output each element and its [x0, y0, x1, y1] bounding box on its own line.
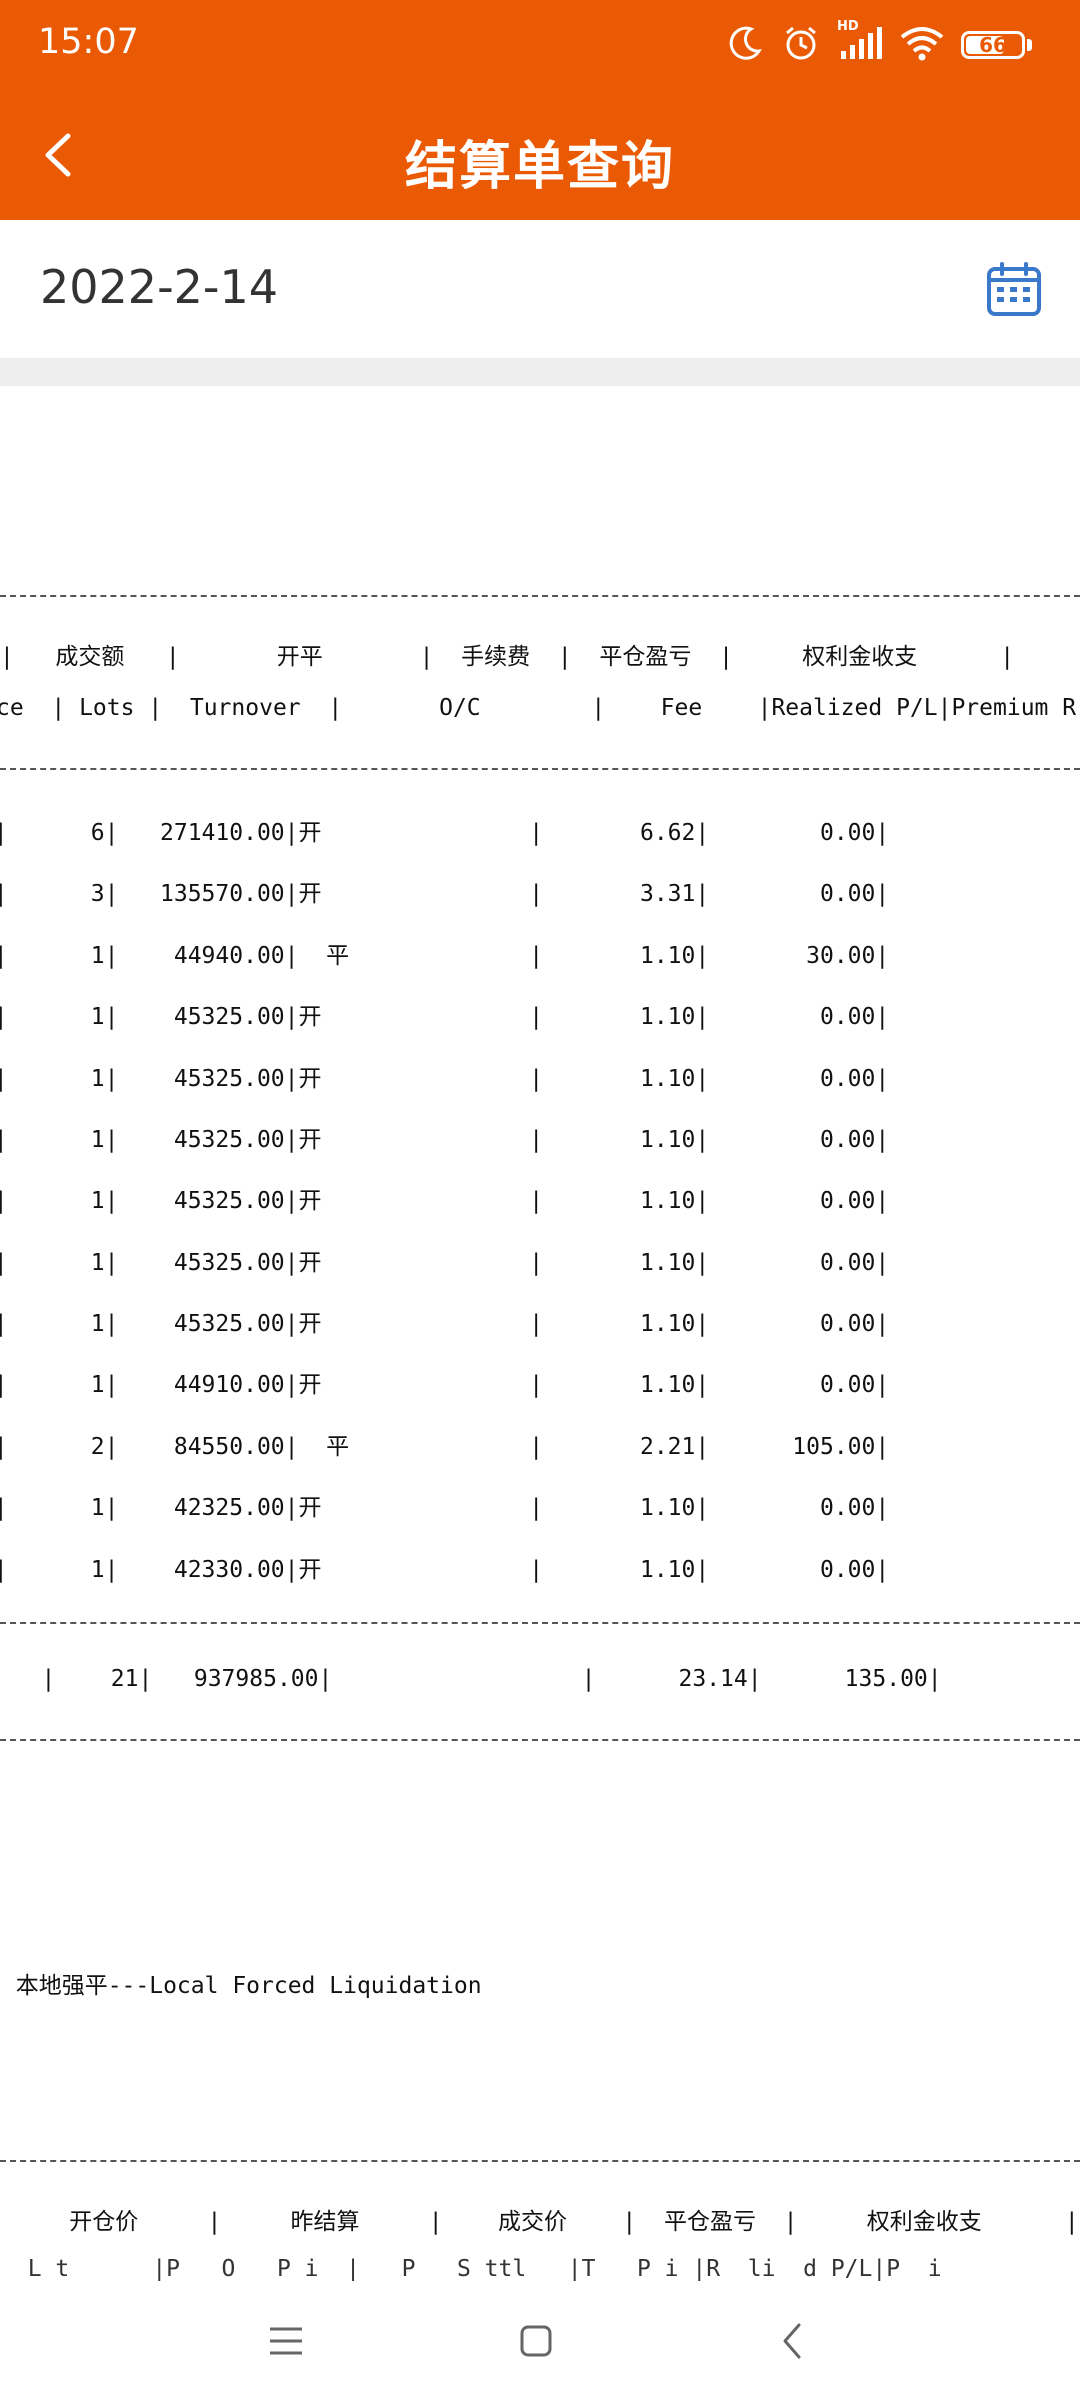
report-header2-cn: 开仓价 | 昨结算 | 成交价 | 平仓盈亏 | 权利金收支 | [0, 2209, 1079, 2235]
report-header-cn: | 成交额 | 开平 | 手续费 | 平仓盈亏 | 权利金收支 | [0, 644, 1015, 670]
back-icon [783, 2323, 801, 2359]
report-note: n 本地强平---Local Forced Liquidation [0, 1973, 482, 1999]
report-divider [0, 768, 1080, 770]
report-row: 0| 1| 44940.00| 平 | 1.10| 30.00| [0, 943, 890, 969]
status-bar: 15:07 HD 66 [0, 0, 1080, 90]
report-row: 0| 1| 44910.00|开 | 1.10| 0.00| [0, 1372, 890, 1398]
hd-label: HD [837, 19, 859, 34]
back-arrow-icon [45, 133, 71, 177]
report-total-row: | 21| 937985.00| | 23.14| 135.00| [0, 1666, 942, 1692]
report-row: 0| 1| 45325.00|开 | 1.10| 0.00| [0, 1250, 890, 1276]
report-row: 0| 1| 45325.00|开 | 1.10| 0.00| [0, 1127, 890, 1153]
battery-icon: 66 [961, 31, 1025, 59]
report-divider [0, 2160, 1080, 2162]
settlement-report[interactable]: | 成交额 | 开平 | 手续费 | 平仓盈亏 | 权利金收支 | ce | L… [0, 386, 1080, 2281]
report-row: 0| 3| 135570.00|开 | 3.31| 0.00| [0, 881, 890, 907]
nav-back-button[interactable] [762, 2311, 822, 2371]
home-button[interactable] [506, 2311, 566, 2371]
selected-date[interactable]: 2022-2-14 [40, 260, 279, 314]
system-nav-bar [0, 2281, 1080, 2400]
status-icons: HD 66 [725, 19, 1032, 70]
report-row: 0| 1| 42330.00|开 | 1.10| 0.00| [0, 1557, 890, 1583]
report-row: 0| 2| 84550.00| 平 | 2.21| 105.00| [0, 1434, 890, 1460]
back-button[interactable] [18, 115, 98, 195]
report-row: 0| 1| 42325.00|开 | 1.10| 0.00| [0, 1495, 890, 1521]
moon-icon [725, 23, 765, 67]
calendar-icon [987, 262, 1041, 316]
alarm-icon [781, 23, 821, 67]
report-header-en: ce | Lots | Turnover | O/C | Fee |Realiz… [0, 695, 1077, 721]
calendar-button[interactable] [984, 260, 1044, 320]
report-header2-en: L t |P O P i | P S ttl |T P i |R li d P/… [0, 2256, 942, 2281]
report-row: 0| 1| 45325.00|开 | 1.10| 0.00| [0, 1311, 890, 1337]
date-selector[interactable]: 2022-2-14 [0, 220, 1080, 358]
page-title: 结算单查询 [404, 137, 675, 197]
menu-button[interactable] [256, 2311, 316, 2371]
section-divider [0, 358, 1080, 386]
report-divider [0, 595, 1080, 597]
battery-level: 66 [979, 33, 1007, 57]
report-row: 0| 1| 45325.00|开 | 1.10| 0.00| [0, 1004, 890, 1030]
signal-icon: HD [837, 19, 883, 67]
menu-icon [270, 2327, 302, 2355]
report-row: 0| 1| 45325.00|开 | 1.10| 0.00| [0, 1188, 890, 1214]
report-divider [0, 1739, 1080, 1741]
status-time: 15:07 [38, 22, 139, 62]
report-row: 0| 6| 271410.00|开 | 6.62| 0.00| [0, 820, 890, 846]
report-row: 0| 1| 45325.00|开 | 1.10| 0.00| [0, 1066, 890, 1092]
home-icon [520, 2325, 552, 2357]
app-bar: 结算单查询 [0, 90, 1080, 220]
report-divider [0, 1622, 1080, 1624]
wifi-icon [899, 23, 945, 67]
